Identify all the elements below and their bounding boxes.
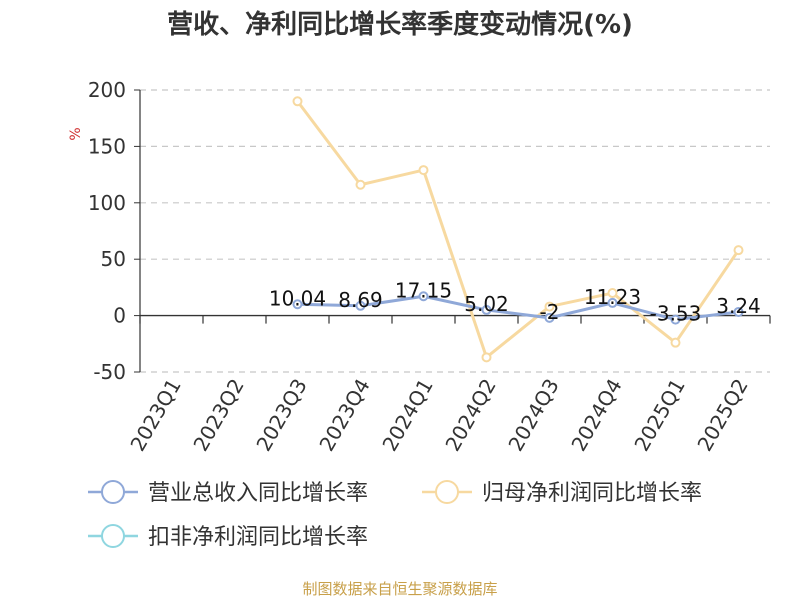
- data-label: 8.69: [338, 288, 383, 312]
- data-label: 17.15: [395, 278, 452, 302]
- legend-item[interactable]: 归母净利润同比增长率: [422, 480, 702, 506]
- x-tick-label: 2024Q4: [566, 375, 626, 456]
- legend-marker: [101, 524, 125, 548]
- x-tick-labels: 2023Q1 2023Q2 2023Q3 2023Q4 2024Q1 2024Q2 2024…: [125, 375, 752, 456]
- legend-item[interactable]: 营业总收入同比增长率: [88, 480, 368, 506]
- x-tick-label: 2023Q2: [188, 375, 248, 456]
- data-label: -3.53: [650, 302, 702, 326]
- legend-marker: [435, 480, 459, 504]
- grid-lines: [140, 89, 770, 373]
- data-point: [481, 352, 492, 363]
- axes: [134, 89, 771, 373]
- data-label: 5.02: [464, 292, 509, 316]
- series-line-0: [297, 294, 739, 322]
- y-tick-label: 100: [88, 191, 126, 215]
- data-point: [670, 314, 681, 325]
- y-tick-label: 150: [88, 134, 126, 158]
- source-note: 制图数据来自恒生聚源数据库: [302, 580, 497, 598]
- data-point: [607, 297, 618, 308]
- x-tick-label: 2025Q1: [629, 375, 689, 456]
- y-tick-label: -50: [93, 360, 126, 384]
- x-tick-label: 2024Q3: [503, 375, 563, 456]
- legend-label: 营业总收入同比增长率: [148, 481, 368, 506]
- data-point: [733, 245, 744, 256]
- data-point: [544, 301, 555, 312]
- series-line-1: [296, 100, 740, 359]
- data-label: -2: [540, 300, 560, 324]
- x-tick-label: 2025Q2: [692, 375, 752, 456]
- x-tick-label: 2023Q4: [314, 375, 374, 456]
- legend-marker: [101, 480, 125, 504]
- data-point: [418, 291, 429, 302]
- data-point: [292, 299, 303, 310]
- data-point: [418, 165, 429, 176]
- legend-label: 扣非净利润同比增长率: [148, 525, 368, 550]
- chart-title: 营收、净利同比增长率季度变动情况(%): [167, 9, 633, 40]
- x-tick-label: 2023Q1: [125, 375, 185, 456]
- data-labels: 10.04 8.69 17.15 5.02 -2 11.23 -3.53 3.24: [269, 278, 761, 325]
- data-point: [670, 337, 681, 348]
- x-tick-label: 2023Q3: [251, 375, 311, 456]
- legend-item[interactable]: 扣非净利润同比增长率: [88, 524, 368, 550]
- data-point: [355, 300, 366, 311]
- y-axis-unit: %: [68, 127, 84, 140]
- data-label: 3.24: [716, 294, 761, 318]
- y-tick-label: 200: [88, 78, 126, 102]
- data-point: [733, 306, 744, 317]
- series-lines: [292, 96, 744, 363]
- y-tick-label: 0: [113, 304, 126, 328]
- data-point: [607, 288, 618, 299]
- x-tick-label: 2024Q2: [440, 375, 500, 456]
- legend-label: 归母净利润同比增长率: [482, 481, 702, 506]
- data-label: 10.04: [269, 286, 326, 310]
- data-point: [544, 312, 555, 323]
- data-label: 11.23: [584, 285, 641, 309]
- y-tick-label: 50: [101, 247, 126, 271]
- data-point: [355, 179, 366, 190]
- data-point: [481, 304, 492, 315]
- x-tick-label: 2024Q1: [377, 375, 437, 456]
- data-point: [292, 96, 303, 107]
- y-tick-labels: 200 150 100 50 0 -50: [88, 78, 126, 384]
